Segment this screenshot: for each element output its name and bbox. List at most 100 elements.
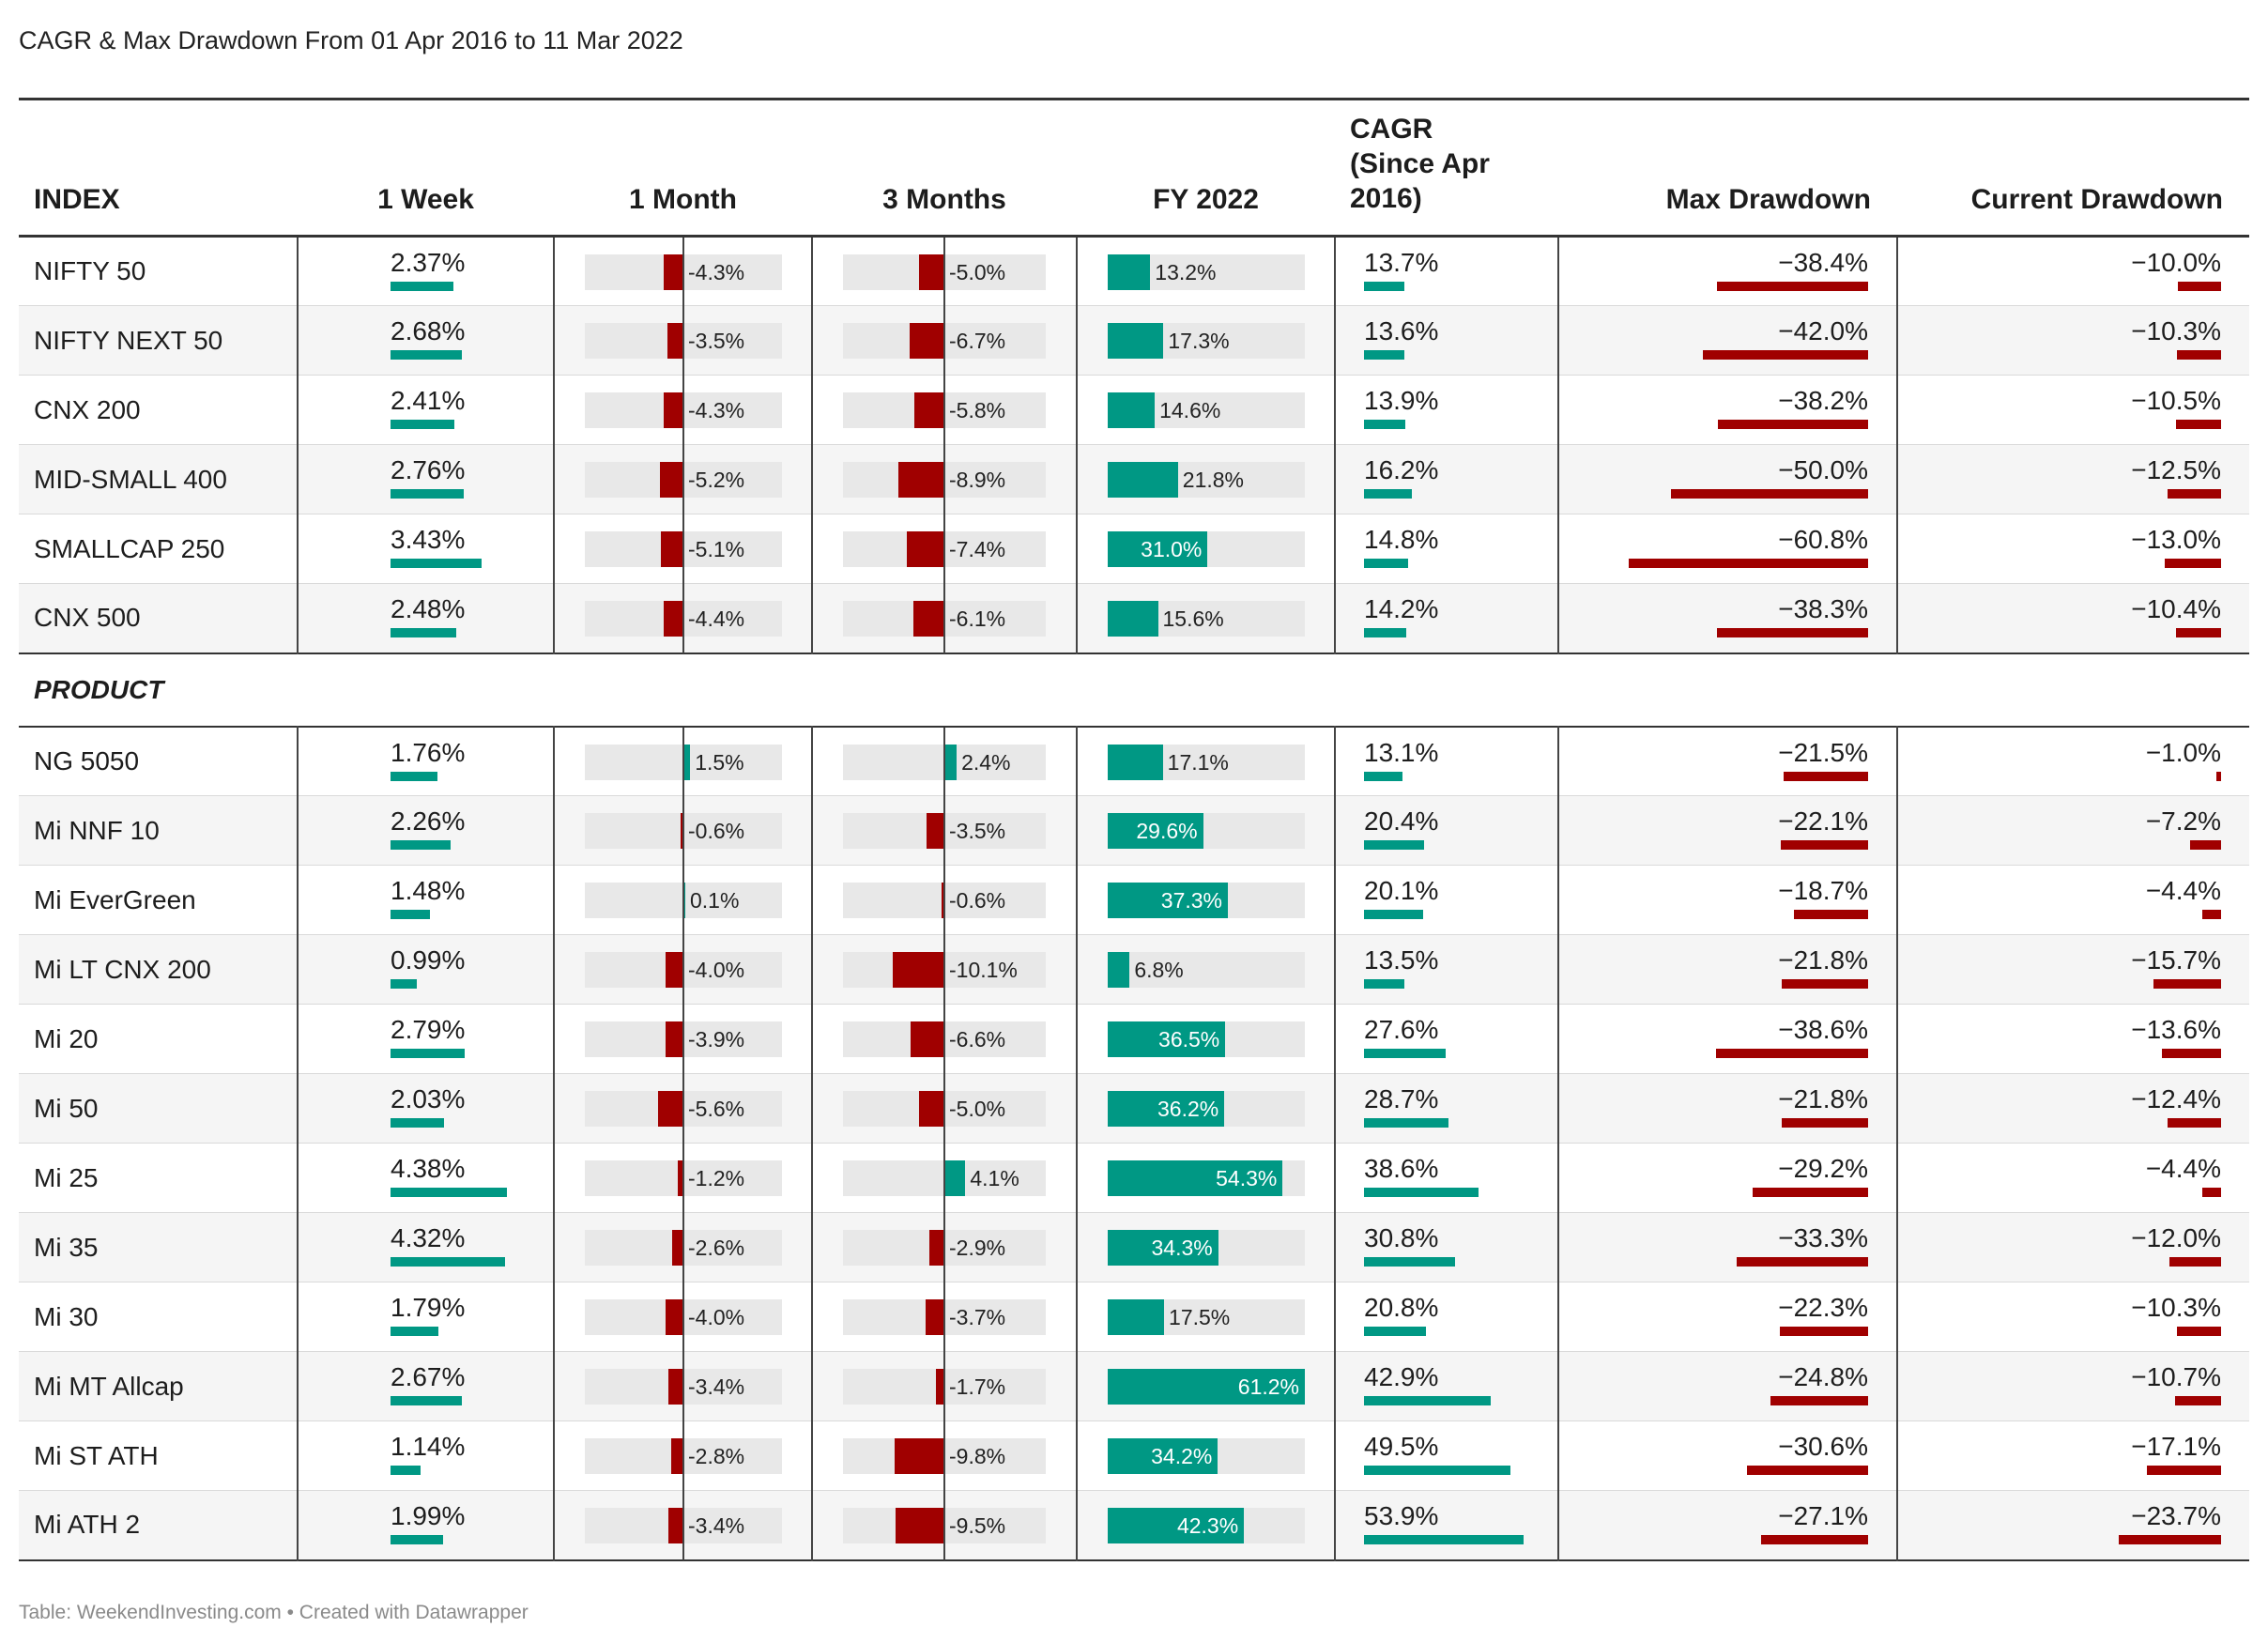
months3-zero-line: [943, 727, 945, 797]
cagr-bar: [1364, 559, 1408, 568]
cagr-cell: 28.7%: [1334, 1073, 1558, 1144]
cagr-cell: 13.6%: [1334, 305, 1558, 376]
fy2022-label: 14.6%: [1159, 398, 1221, 422]
months3-cell: 4.1%: [811, 1143, 1077, 1213]
months3-track: -5.8%: [843, 376, 1046, 445]
fy2022-bar: [1108, 744, 1163, 780]
max-drawdown-cell: −21.5%: [1557, 726, 1897, 796]
max-drawdown-value-bar: −38.2%: [1717, 387, 1868, 429]
month-track: -3.4%: [585, 1491, 782, 1560]
fy2022-track: 29.6%: [1108, 813, 1305, 849]
month-zero-line: [682, 1005, 684, 1074]
fy2022-track: 21.8%: [1108, 462, 1305, 498]
month-bar: [678, 1160, 683, 1196]
fy2022-track: 42.3%: [1108, 1508, 1305, 1543]
months3-bar: [892, 952, 944, 988]
months3-track: -2.9%: [843, 1213, 1046, 1282]
row-name: Mi 25: [34, 1162, 99, 1192]
cagr-cell: 13.5%: [1334, 934, 1558, 1005]
months3-label: -3.5%: [949, 819, 1006, 843]
cagr-value-bar: 13.7%: [1364, 249, 1438, 291]
months3-zero-line: [943, 1491, 945, 1560]
fy2022-bar: [1108, 1438, 1218, 1474]
months3-bar: [925, 1299, 944, 1335]
cagr-cell: 16.2%: [1334, 444, 1558, 514]
week-bar: [391, 840, 451, 850]
max-drawdown-bar: [1628, 559, 1868, 568]
month-label: 0.1%: [690, 888, 740, 913]
fy2022-bar: [1108, 1230, 1218, 1266]
current-drawdown-value-bar: −1.0%: [2146, 738, 2221, 781]
months3-bar: [941, 883, 944, 918]
cagr-bar: [1364, 910, 1424, 919]
max-drawdown-cell: −38.2%: [1557, 375, 1897, 445]
cagr-bar: [1364, 489, 1413, 499]
months3-cell: -8.9%: [811, 444, 1077, 514]
months3-track: -10.1%: [843, 935, 1046, 1005]
current-drawdown-cell: −4.4%: [1896, 865, 2249, 935]
current-drawdown-value-bar: −10.0%: [2131, 249, 2221, 291]
month-cell: -3.5%: [553, 305, 812, 376]
row-name: Mi ATH 2: [34, 1510, 141, 1540]
max-drawdown-cell: −22.1%: [1557, 795, 1897, 866]
cagr-cell: 20.8%: [1334, 1282, 1558, 1352]
cagr-bar: [1364, 1466, 1510, 1475]
month-track: -4.3%: [585, 376, 782, 445]
month-bar: [667, 1369, 683, 1405]
week-bar: [391, 628, 457, 637]
month-track: -1.2%: [585, 1144, 782, 1213]
month-zero-line: [682, 1421, 684, 1491]
week-cell: 2.68%: [297, 305, 554, 376]
max-drawdown-cell: −38.4%: [1557, 236, 1897, 306]
max-drawdown-bar: [1782, 1118, 1868, 1128]
month-zero-line: [682, 376, 684, 445]
cagr-value: 13.5%: [1364, 945, 1439, 975]
current-drawdown-bar: [2162, 1049, 2221, 1058]
fy2022-label: 21.8%: [1182, 468, 1245, 492]
week-value-bar: 2.26%: [391, 807, 465, 850]
month-label: -2.8%: [688, 1444, 745, 1468]
month-cell: -4.3%: [553, 375, 812, 445]
cagr-cell: 13.9%: [1334, 375, 1558, 445]
max-drawdown-cell: −30.6%: [1557, 1420, 1897, 1491]
month-label: -2.6%: [688, 1236, 745, 1260]
months3-label: -6.7%: [949, 329, 1006, 353]
month-track: -4.4%: [585, 584, 782, 653]
current-drawdown-value-bar: −17.1%: [2131, 1433, 2221, 1475]
current-drawdown-cell: −23.7%: [1896, 1490, 2249, 1560]
fy2022-track: 17.3%: [1108, 323, 1305, 359]
month-zero-line: [682, 1491, 684, 1560]
cagr-cell: 49.5%: [1334, 1420, 1558, 1491]
month-zero-line: [682, 1213, 684, 1282]
current-drawdown-value-bar: −15.7%: [2131, 946, 2221, 989]
months3-track: -1.7%: [843, 1352, 1046, 1421]
max-drawdown-cell: −33.3%: [1557, 1212, 1897, 1282]
row-name: CNX 500: [34, 603, 141, 633]
week-value: 2.79%: [391, 1015, 466, 1044]
max-drawdown-bar: [1717, 628, 1868, 637]
cagr-value: 20.1%: [1364, 876, 1439, 905]
months3-label: -9.8%: [949, 1444, 1006, 1468]
fy2022-bar: [1108, 601, 1158, 637]
months3-cell: -6.6%: [811, 1004, 1077, 1074]
months3-label: -2.9%: [949, 1236, 1006, 1260]
months3-label: -7.4%: [949, 537, 1006, 561]
months3-cell: -3.5%: [811, 795, 1077, 866]
months3-zero-line: [943, 1144, 945, 1213]
month-track: -4.3%: [585, 238, 782, 307]
months3-bar: [911, 1021, 944, 1057]
column-header-fy-2022: FY 2022: [1077, 99, 1335, 238]
column-header-3-months: 3 Months: [812, 99, 1077, 238]
week-cell: 1.14%: [297, 1420, 554, 1491]
week-value-bar: 2.76%: [391, 456, 465, 499]
max-drawdown-value-bar: −18.7%: [1778, 877, 1868, 919]
months3-bar: [898, 462, 944, 498]
week-cell: 4.32%: [297, 1212, 554, 1282]
months3-zero-line: [943, 376, 945, 445]
row-name: Mi 20: [34, 1023, 99, 1053]
week-value: 2.37%: [391, 248, 466, 277]
table-row: NIFTY 50 2.37% -4.3% -5.0% 13.2% 13.7% −38.4% −…: [19, 236, 2249, 307]
current-drawdown-cell: −15.7%: [1896, 934, 2249, 1005]
week-cell: 3.43%: [297, 514, 554, 584]
months3-track: -9.5%: [843, 1491, 1046, 1560]
